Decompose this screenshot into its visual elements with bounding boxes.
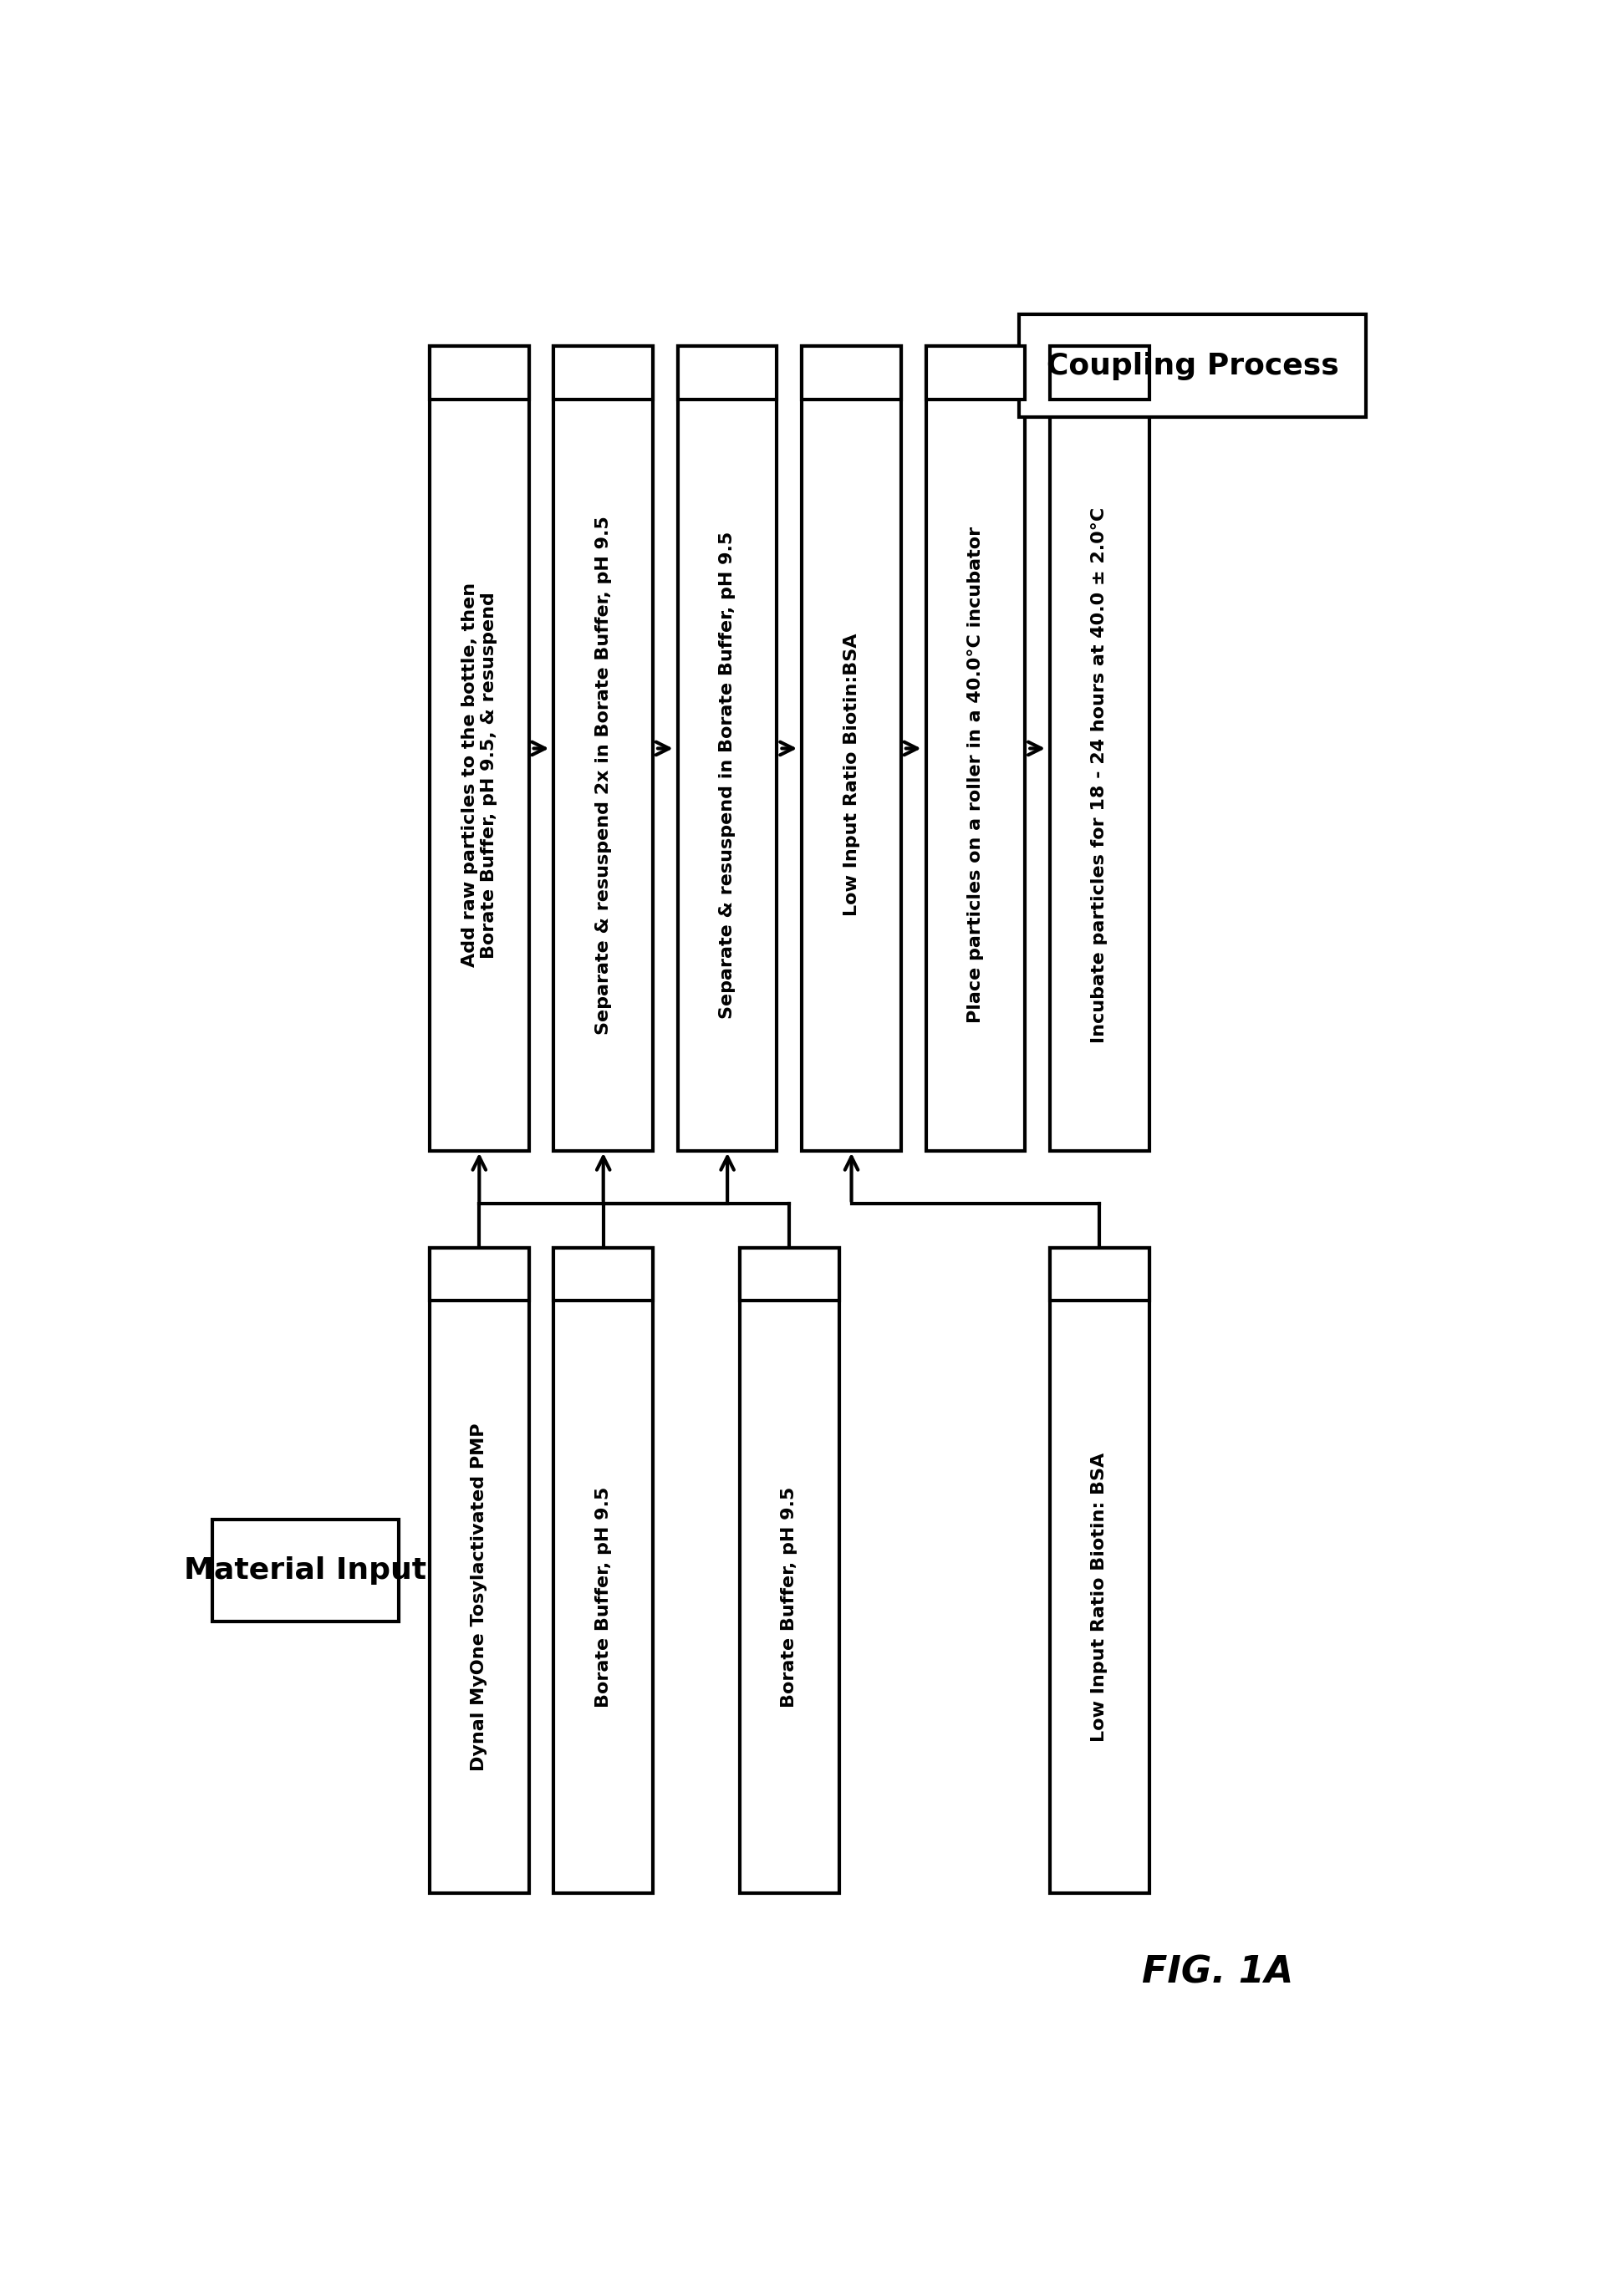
Bar bbox=[554, 1249, 653, 1894]
Bar bbox=[429, 347, 528, 1150]
Bar bbox=[1050, 1247, 1149, 1302]
Bar bbox=[677, 347, 776, 1150]
Bar bbox=[739, 1249, 838, 1894]
Text: Material Input: Material Input bbox=[184, 1557, 427, 1584]
Text: Borate Buffer, pH 9.5: Borate Buffer, pH 9.5 bbox=[595, 1486, 611, 1708]
Bar bbox=[1019, 315, 1366, 418]
Bar bbox=[554, 347, 653, 1150]
Bar bbox=[213, 1520, 398, 1621]
Text: FIG. 1A: FIG. 1A bbox=[1141, 1954, 1293, 1991]
Text: Borate Buffer, pH 9.5: Borate Buffer, pH 9.5 bbox=[781, 1486, 797, 1708]
Bar bbox=[429, 1249, 528, 1894]
Bar bbox=[925, 347, 1024, 1150]
Bar bbox=[554, 347, 653, 400]
Bar bbox=[802, 347, 901, 1150]
Text: Low Input Ratio Biotin: BSA: Low Input Ratio Biotin: BSA bbox=[1091, 1453, 1107, 1743]
Bar bbox=[1050, 1249, 1149, 1894]
Bar bbox=[739, 1247, 838, 1302]
Text: Coupling Process: Coupling Process bbox=[1046, 351, 1338, 379]
Bar bbox=[429, 1247, 528, 1302]
Text: Low Input Ratio Biotin:BSA: Low Input Ratio Biotin:BSA bbox=[843, 634, 859, 916]
Bar bbox=[1050, 347, 1149, 400]
Text: Dynal MyOne Tosylactivated PMP: Dynal MyOne Tosylactivated PMP bbox=[470, 1424, 488, 1770]
Bar bbox=[1050, 347, 1149, 1150]
Bar bbox=[925, 347, 1024, 400]
Text: Separate & resuspend 2x in Borate Buffer, pH 9.5: Separate & resuspend 2x in Borate Buffer… bbox=[595, 517, 611, 1035]
Text: Separate & resuspend in Borate Buffer, pH 9.5: Separate & resuspend in Borate Buffer, p… bbox=[718, 530, 736, 1019]
Bar bbox=[554, 1247, 653, 1302]
Bar bbox=[677, 347, 776, 400]
Text: Place particles on a roller in a 40.0°C incubator: Place particles on a roller in a 40.0°C … bbox=[966, 526, 984, 1024]
Text: Incubate particles for 18 - 24 hours at 40.0 ± 2.0°C: Incubate particles for 18 - 24 hours at … bbox=[1091, 507, 1107, 1042]
Bar bbox=[802, 347, 901, 400]
Bar bbox=[429, 347, 528, 400]
Text: Add raw particles to the bottle, then
Borate Buffer, pH 9.5, & resuspend: Add raw particles to the bottle, then Bo… bbox=[461, 583, 498, 967]
